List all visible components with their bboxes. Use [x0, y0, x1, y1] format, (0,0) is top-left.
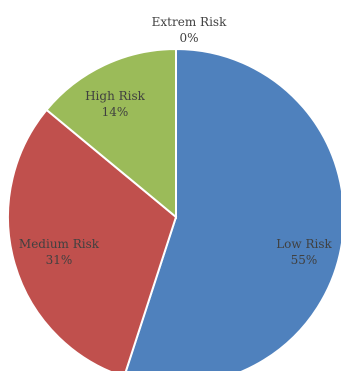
slice-value-low-risk: 55%	[291, 253, 318, 267]
slice-value-high-risk: 14%	[102, 105, 129, 119]
slice-label-low-risk: Low Risk	[276, 237, 332, 251]
slice-label-medium-risk: Medium Risk	[19, 237, 100, 251]
pie-slice-medium-risk	[7, 108, 178, 371]
slice-value-medium-risk: 31%	[46, 253, 73, 267]
slice-label-extrem-risk: Extrem Risk	[152, 15, 227, 29]
pie-slice-low-risk	[124, 47, 341, 371]
pie-slice-high-risk	[45, 47, 177, 220]
slice-value-extrem-risk: 0%	[179, 31, 198, 45]
slice-label-high-risk: High Risk	[85, 89, 146, 103]
